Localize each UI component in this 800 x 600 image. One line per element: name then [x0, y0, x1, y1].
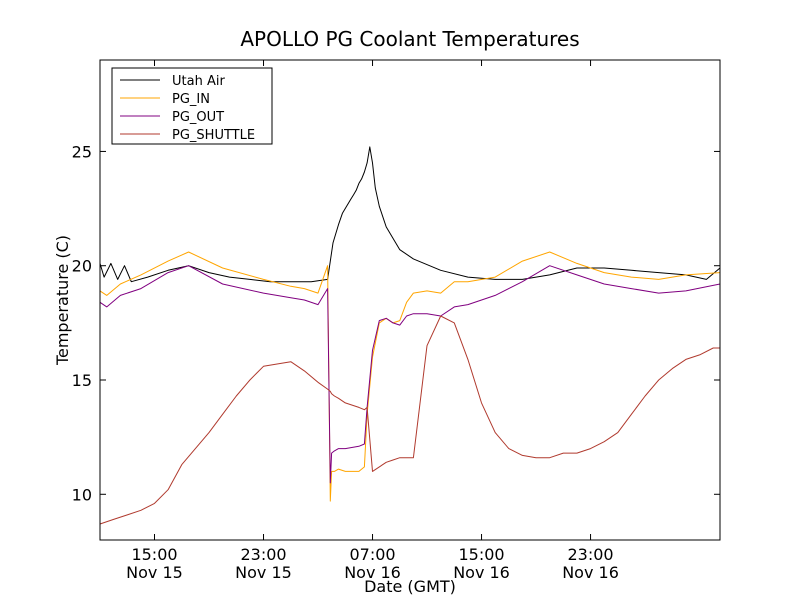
series-line-pg-out — [99, 265, 721, 484]
series-line-pg-shuttle — [99, 315, 720, 525]
legend-label: PG_IN — [172, 92, 210, 107]
series-layer — [99, 146, 721, 525]
x-tick-label-date: Nov 16 — [344, 563, 401, 582]
x-tick-label-time: 15:00 — [131, 545, 177, 564]
series-line-pg-in — [99, 251, 721, 502]
legend-box — [111, 67, 273, 145]
series-line-utah-air — [99, 146, 721, 283]
legend-label: PG_SHUTTLE — [172, 128, 255, 143]
legend-label: PG_OUT — [172, 110, 224, 125]
y-tick-label: 20 — [72, 257, 92, 276]
chart-title: APOLLO PG Coolant Temperatures — [240, 27, 579, 51]
x-tick-label-time: 23:00 — [567, 545, 613, 564]
y-axis-label: Temperature (C) — [53, 235, 72, 366]
legend: Utah Air PG_IN PG_OUT PG_SHUTTLE — [111, 67, 273, 145]
plot-frame — [99, 59, 721, 541]
x-tick-label-date: Nov 16 — [453, 563, 510, 582]
x-tick-label-time: 23:00 — [240, 545, 286, 564]
x-axis-label: Date (GMT) — [364, 577, 456, 596]
y-tick-label: 10 — [72, 485, 92, 504]
x-tick-label-time: 15:00 — [458, 545, 504, 564]
x-tick-label-time: 07:00 — [349, 545, 395, 564]
y-tick-label: 15 — [72, 371, 92, 390]
x-tick-label-date: Nov 16 — [562, 563, 619, 582]
x-tick-label-date: Nov 15 — [235, 563, 292, 582]
y-tick-label: 25 — [72, 142, 92, 161]
x-tick-label-date: Nov 15 — [126, 563, 183, 582]
legend-label: Utah Air — [172, 74, 225, 89]
